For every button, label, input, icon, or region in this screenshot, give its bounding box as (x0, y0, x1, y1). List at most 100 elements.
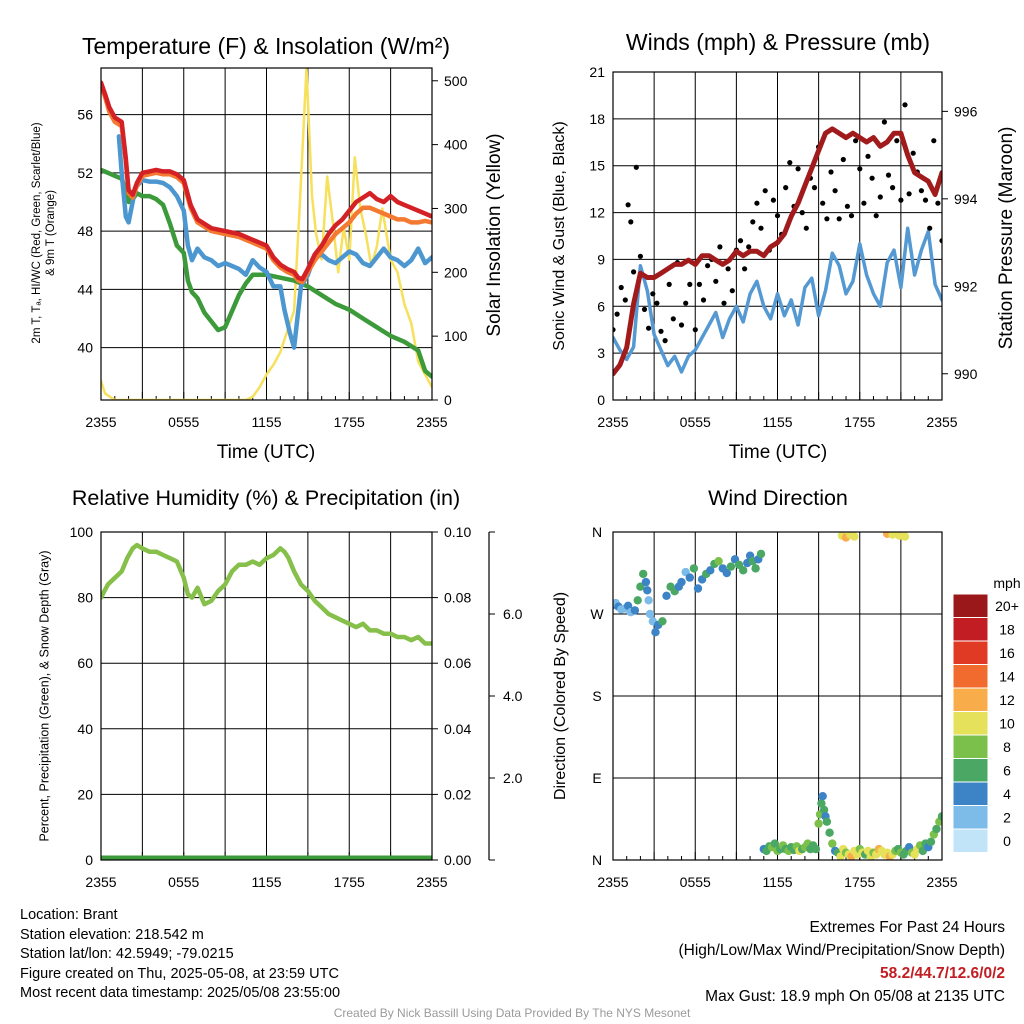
y-tick-label: 18 (589, 111, 605, 127)
x-axis-label-temperature: Time (UTC) (217, 442, 316, 463)
right-tick-label: 0.10 (444, 524, 471, 540)
gust-point (633, 164, 639, 170)
x-tick-label: 1755 (844, 874, 875, 890)
colorbar-label: 14 (999, 669, 1015, 685)
y-tick-label: 80 (77, 590, 93, 606)
y-tick-label: 52 (77, 165, 93, 181)
gust-point (721, 300, 727, 306)
figure-created: Figure created on Thu, 2025-05-08, at 23… (20, 965, 339, 982)
direction-point (644, 596, 653, 605)
direction-point (689, 564, 699, 573)
x-tick-label: 0555 (168, 414, 199, 430)
y-axis-label-temperature-line2: & 9m T (Orange) (45, 190, 57, 276)
gust-point (836, 216, 842, 222)
temperature-series-line-2 (116, 134, 432, 350)
colorbar-swatch (952, 758, 989, 783)
gust-point (906, 191, 912, 197)
direction-point (726, 562, 736, 571)
gust-point (877, 194, 883, 200)
x-tick-label: 1155 (251, 414, 281, 430)
direction-tick-label: S (592, 688, 601, 704)
extremes-legend: (High/Low/Max Wind/Precipitation/Snow De… (678, 942, 1006, 959)
direction-point (693, 584, 703, 593)
gust-point (844, 203, 851, 209)
direction-points-group (613, 532, 942, 860)
gust-point (910, 150, 916, 156)
colorbar-swatch (952, 711, 989, 736)
gust-point (729, 288, 735, 294)
gust-point (618, 284, 624, 291)
direction-point (828, 839, 837, 848)
x-tick-label: 1755 (334, 874, 365, 890)
gust-point (717, 244, 723, 250)
max-gust: Max Gust: 18.9 mph On 05/08 at 2135 UTC (705, 988, 1005, 1005)
panel-title-winds: Winds (mph) & Pressure (mb) (626, 29, 930, 55)
colorbar-swatch (952, 664, 989, 689)
x-axis-label-winds: Time (UTC) (729, 442, 828, 463)
extremes-summary: Extremes For Past 24 Hours (High/Low/Max… (679, 916, 1006, 1008)
gust-point (625, 202, 631, 208)
right-tick-label: 300 (444, 200, 468, 216)
y-tick-label: 9 (597, 251, 605, 267)
gust-point (614, 311, 620, 317)
temperature-series-line-0 (101, 68, 432, 400)
y-tick-label: 0 (85, 852, 93, 868)
colorbar-swatch (952, 617, 989, 642)
direction-point (677, 577, 686, 587)
right-tick-label: 0.04 (444, 721, 471, 737)
x-tick-label: 2355 (416, 874, 447, 890)
station-latlon: Station lat/lon: 42.5949; -79.0215 (20, 946, 234, 962)
direction-point (685, 573, 694, 582)
right-tick-label: 400 (444, 137, 468, 153)
wind-series-line-0 (613, 226, 942, 374)
direction-point (636, 582, 645, 591)
y-tick-label: 15 (589, 158, 605, 174)
gust-point (622, 297, 628, 303)
gust-point (705, 263, 711, 269)
gust-point (922, 197, 929, 203)
gust-point (758, 225, 764, 231)
gust-point (678, 322, 685, 328)
gust-point (824, 216, 830, 222)
direction-point (639, 569, 648, 579)
gust-point (746, 244, 752, 250)
gust-point (898, 197, 904, 203)
colorbar-swatch (952, 805, 989, 830)
gust-point (902, 102, 908, 108)
temperature-plot-frame (100, 67, 433, 401)
right-tick-label: 0 (444, 392, 452, 408)
y-axis-label-pressure: Station Pressure (Maroon) (996, 127, 1017, 350)
gust-point (750, 219, 756, 225)
x-tick-label: 0555 (680, 874, 711, 890)
gust-point (754, 200, 760, 206)
gust-point (832, 188, 838, 194)
gust-point (683, 300, 689, 306)
direction-tick-label: E (592, 770, 601, 786)
y-axis-label-insolation: Solar Insolation (Yellow) (484, 133, 505, 336)
wind-direction-plot-frame (612, 531, 943, 861)
direction-point (825, 828, 834, 837)
gust-point (861, 200, 867, 206)
x-tick-label: 1755 (844, 414, 875, 430)
y-tick-label: 56 (77, 107, 93, 123)
direction-point (623, 601, 633, 610)
gust-point (840, 156, 846, 163)
gust-point (696, 281, 703, 287)
y-axis-label-wind: Sonic Wind & Gust (Blue, Black) (551, 121, 568, 350)
right-tick-label: 0.08 (444, 590, 471, 606)
gust-point (857, 166, 863, 172)
x-tick-label: 2355 (597, 414, 628, 430)
colorbar-label: 6 (1003, 763, 1011, 779)
right-tick-label: 994 (954, 191, 978, 207)
right-tick-label: 996 (954, 103, 978, 119)
colorbar-swatch (952, 593, 989, 618)
y-tick-label: 48 (77, 223, 93, 239)
direction-point (633, 596, 642, 605)
gust-point (799, 210, 805, 216)
direction-point (630, 606, 640, 615)
snow-depth-tick-label: 6.0 (503, 606, 523, 622)
gust-point (865, 153, 871, 159)
gust-point (774, 213, 781, 219)
station-elevation: Station elevation: 218.542 m (20, 926, 204, 943)
colorbar-label: 16 (999, 645, 1015, 661)
